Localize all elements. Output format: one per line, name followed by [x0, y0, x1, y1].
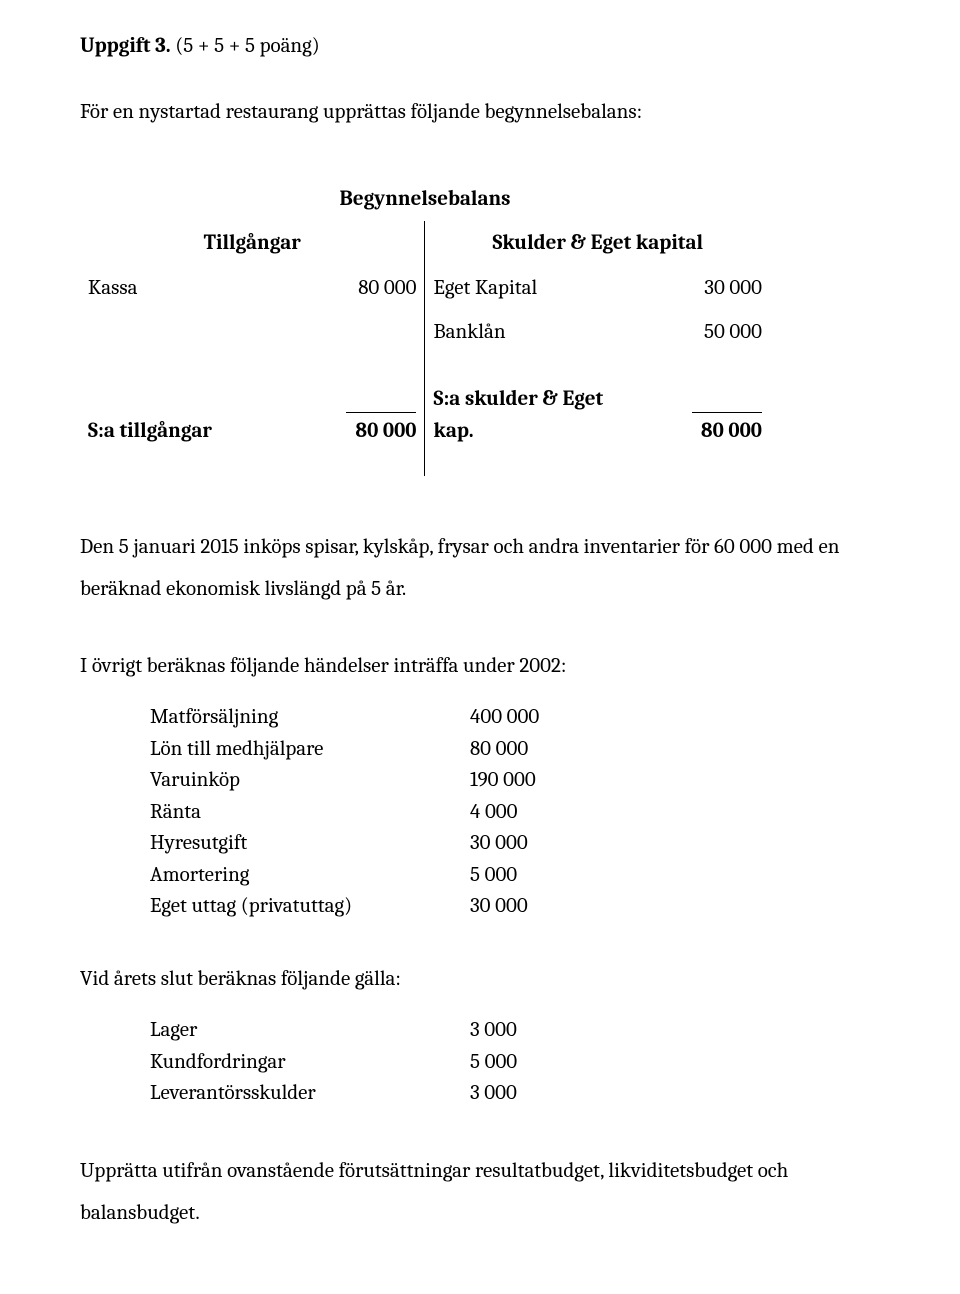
list-item: Lager 3 000 — [150, 1015, 880, 1047]
event-label: Amortering — [150, 860, 470, 892]
list-item: Lön till medhjälpare 80 000 — [150, 734, 880, 766]
balance-caption: Begynnelsebalans — [80, 183, 770, 216]
event-value: 4 000 — [470, 797, 590, 829]
balance-row: Banklån 50 000 — [80, 310, 770, 355]
list-item: Amortering 5 000 — [150, 860, 880, 892]
yearend-label: Leverantörsskulder — [150, 1078, 470, 1110]
list-item: Ränta 4 000 — [150, 797, 880, 829]
yearend-lead: Vid årets slut beräknas följande gälla: — [80, 963, 880, 996]
event-label: Ränta — [150, 797, 470, 829]
balance-header-row: Tillgångar Skulder & Eget kapital — [80, 221, 770, 266]
list-item: Matförsäljning 400 000 — [150, 702, 880, 734]
yearend-label: Kundfordringar — [150, 1047, 470, 1079]
balance-sheet: Begynnelsebalans Tillgångar Skulder & Eg… — [80, 183, 770, 476]
list-item: Kundfordringar 5 000 — [150, 1047, 880, 1079]
event-value: 30 000 — [470, 828, 590, 860]
assets-header: Tillgångar — [80, 221, 425, 266]
balance-table: Tillgångar Skulder & Eget kapital Kassa … — [80, 221, 770, 476]
event-value: 30 000 — [470, 891, 590, 923]
balance-total-row: S:a tillgångar 80 000 S:a skulder & Eget… — [80, 377, 770, 454]
yearend-value: 5 000 — [470, 1047, 590, 1079]
event-label: Lön till medhjälpare — [150, 734, 470, 766]
event-label: Hyresutgift — [150, 828, 470, 860]
asset-label: Kassa — [80, 266, 259, 311]
yearend-label: Lager — [150, 1015, 470, 1047]
exercise-points: (5 + 5 + 5 poäng) — [175, 34, 320, 58]
liabilities-total-value: 80 000 — [646, 377, 770, 454]
list-item: Leverantörsskulder 3 000 — [150, 1078, 880, 1110]
assets-total-label: S:a tillgångar — [80, 377, 259, 454]
event-value: 5 000 — [470, 860, 590, 892]
event-value: 190 000 — [470, 765, 590, 797]
liability-value: 50 000 — [646, 310, 770, 355]
yearend-value: 3 000 — [470, 1078, 590, 1110]
liability-label: Eget Kapital — [425, 266, 646, 311]
exercise-title: Uppgift 3. (5 + 5 + 5 poäng) — [80, 30, 880, 63]
asset-value: 80 000 — [259, 266, 425, 311]
events-lead: I övrigt beräknas följande händelser int… — [80, 650, 880, 683]
assets-total-value: 80 000 — [259, 377, 425, 454]
purchase-paragraph: Den 5 januari 2015 inköps spisar, kylskå… — [80, 526, 880, 610]
event-label: Matförsäljning — [150, 702, 470, 734]
liability-label: Banklån — [425, 310, 646, 355]
lead-paragraph: För en nystartad restaurang upprättas fö… — [80, 91, 880, 133]
list-item: Eget uttag (privatuttag) 30 000 — [150, 891, 880, 923]
list-item: Varuinköp 190 000 — [150, 765, 880, 797]
exercise-label: Uppgift 3. — [80, 34, 171, 58]
event-value: 400 000 — [470, 702, 590, 734]
balance-row: Kassa 80 000 Eget Kapital 30 000 — [80, 266, 770, 311]
event-label: Varuinköp — [150, 765, 470, 797]
event-value: 80 000 — [470, 734, 590, 766]
liabilities-header: Skulder & Eget kapital — [425, 221, 770, 266]
event-label: Eget uttag (privatuttag) — [150, 891, 470, 923]
yearend-value: 3 000 — [470, 1015, 590, 1047]
task-instruction: Upprätta utifrån ovanstående förutsättni… — [80, 1150, 880, 1234]
events-list: Matförsäljning 400 000 Lön till medhjälp… — [150, 702, 880, 923]
liability-value: 30 000 — [646, 266, 770, 311]
list-item: Hyresutgift 30 000 — [150, 828, 880, 860]
liabilities-total-label: S:a skulder & Eget kap. — [425, 377, 646, 454]
yearend-list: Lager 3 000 Kundfordringar 5 000 Leveran… — [150, 1015, 880, 1110]
